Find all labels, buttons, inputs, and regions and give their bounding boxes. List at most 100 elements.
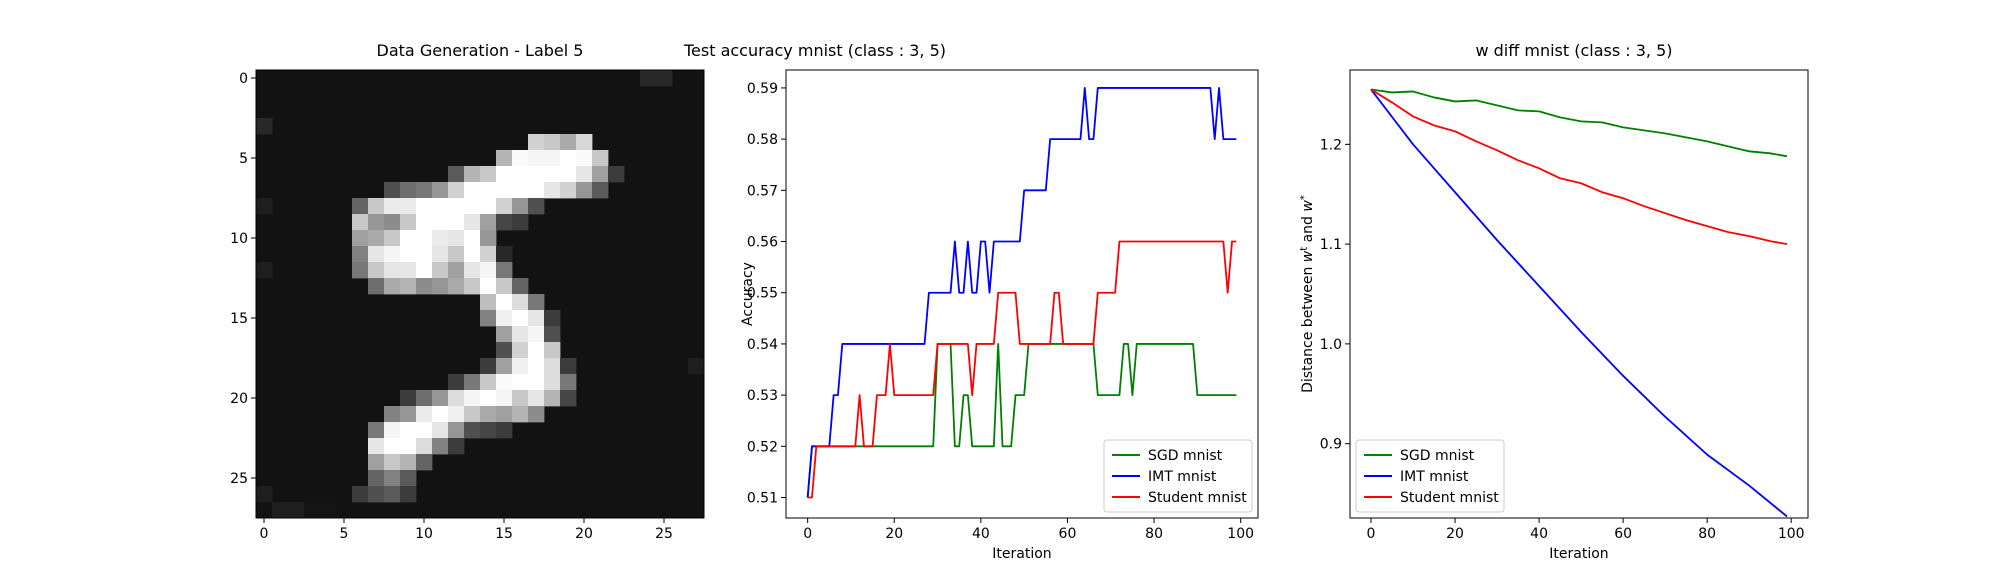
heatmap-cell	[352, 486, 369, 503]
accuracy-xtick-label: 100	[1227, 526, 1254, 542]
heatmap-cell	[368, 438, 385, 455]
heatmap-cell	[432, 214, 449, 231]
heatmap-cell	[400, 486, 417, 503]
heatmap-cell	[352, 214, 369, 231]
heatmap-cell	[480, 278, 497, 295]
heatmap-cell	[432, 230, 449, 247]
heatmap-cell	[384, 214, 401, 231]
heatmap-cell	[512, 294, 529, 311]
accuracy-ylabel: Accuracy	[740, 262, 756, 326]
heatmap-cell	[528, 134, 545, 151]
heatmap-cell	[528, 342, 545, 359]
heatmap-cell	[368, 278, 385, 295]
heatmap-cell	[416, 214, 433, 231]
heatmap-cell	[448, 214, 465, 231]
heatmap-cell	[512, 182, 529, 199]
accuracy-ytick-label: 0.51	[747, 491, 778, 507]
accuracy-xlabel: Iteration	[992, 546, 1051, 562]
heatmap-cell	[352, 230, 369, 247]
accuracy-xtick-label: 60	[1059, 526, 1077, 542]
heatmap-cell	[304, 502, 337, 519]
heatmap-cell	[464, 246, 481, 263]
heatmap-cell	[256, 262, 273, 279]
heatmap-xtick-label: 20	[575, 526, 593, 542]
heatmap-cell	[464, 182, 481, 199]
wdiff-ylabel: Distance between wt and w*	[1299, 195, 1317, 393]
heatmap-cell	[384, 438, 401, 455]
heatmap-cell	[384, 406, 401, 423]
accuracy-series	[806, 87, 1237, 499]
heatmap-cell	[368, 486, 385, 503]
heatmap-cell	[480, 390, 497, 407]
heatmap-ytick-label: 0	[239, 71, 248, 87]
heatmap-cell	[416, 454, 433, 471]
accuracy-legend-label: Student mnist	[1148, 490, 1247, 506]
heatmap-cell	[464, 278, 481, 295]
heatmap-cell	[480, 294, 497, 311]
heatmap-cell	[400, 278, 417, 295]
wdiff-xtick-label: 80	[1698, 526, 1716, 542]
heatmap-cell	[384, 278, 401, 295]
heatmap-cell	[496, 358, 513, 375]
heatmap-cell	[432, 390, 449, 407]
heatmap-ytick-label: 15	[230, 311, 248, 327]
heatmap-cell	[464, 214, 481, 231]
wdiff-xtick-label: 0	[1367, 526, 1376, 542]
heatmap-cell	[560, 358, 577, 375]
heatmap-cell	[432, 198, 449, 215]
heatmap-cell	[512, 374, 529, 391]
accuracy-ytick-label: 0.52	[747, 439, 778, 455]
heatmap-ytick-label: 25	[230, 471, 248, 487]
heatmap-cell	[496, 214, 513, 231]
heatmap-cell	[368, 454, 385, 471]
heatmap-cell	[496, 374, 513, 391]
heatmap-cell	[400, 246, 417, 263]
heatmap-cell	[368, 230, 385, 247]
heatmap-cell	[480, 422, 497, 439]
heatmap-cell	[496, 198, 513, 215]
heatmap-cell	[400, 230, 417, 247]
heatmap-cell	[384, 246, 401, 263]
wdiff-xtick-label: 40	[1530, 526, 1548, 542]
heatmap-cell	[496, 150, 513, 167]
heatmap-cell	[368, 214, 385, 231]
heatmap-cell	[496, 326, 513, 343]
heatmap-cell	[496, 182, 513, 199]
heatmap-cell	[464, 390, 481, 407]
heatmap-cell	[608, 166, 625, 183]
heatmap-cell	[480, 214, 497, 231]
heatmap-cell	[416, 278, 433, 295]
heatmap-xtick-label: 25	[655, 526, 673, 542]
heatmap-xtick-label: 0	[260, 526, 269, 542]
heatmap-cell	[544, 182, 561, 199]
heatmap-cell	[384, 198, 401, 215]
heatmap-cell	[528, 166, 545, 183]
heatmap-cell	[496, 342, 513, 359]
accuracy-ytick-label: 0.54	[747, 337, 778, 353]
heatmap-ytick-label: 20	[230, 391, 248, 407]
heatmap-cell	[560, 390, 577, 407]
heatmap-cell	[400, 262, 417, 279]
wdiff-xtick-label: 60	[1614, 526, 1632, 542]
heatmap-cell	[512, 406, 529, 423]
heatmap-cell	[448, 390, 465, 407]
heatmap-cell	[256, 486, 273, 503]
heatmap-cell	[384, 470, 401, 487]
heatmap-cell	[688, 358, 705, 375]
heatmap-cell	[432, 438, 449, 455]
heatmap-cell	[432, 182, 449, 199]
heatmap-cell	[512, 390, 529, 407]
heatmap-cell	[480, 406, 497, 423]
heatmap-ytick-label: 5	[239, 151, 248, 167]
heatmap-cell	[384, 454, 401, 471]
heatmap-cell	[416, 182, 433, 199]
heatmap-cell	[432, 246, 449, 263]
wdiff-legend: SGD mnist IMT mnist Student mnist	[1355, 439, 1505, 513]
heatmap-cell	[432, 422, 449, 439]
heatmap-cell	[496, 310, 513, 327]
heatmap-cell	[448, 438, 465, 455]
heatmap-cell	[448, 262, 465, 279]
heatmap-cell	[464, 166, 481, 183]
wdiff-legend-label: SGD mnist	[1400, 448, 1475, 464]
